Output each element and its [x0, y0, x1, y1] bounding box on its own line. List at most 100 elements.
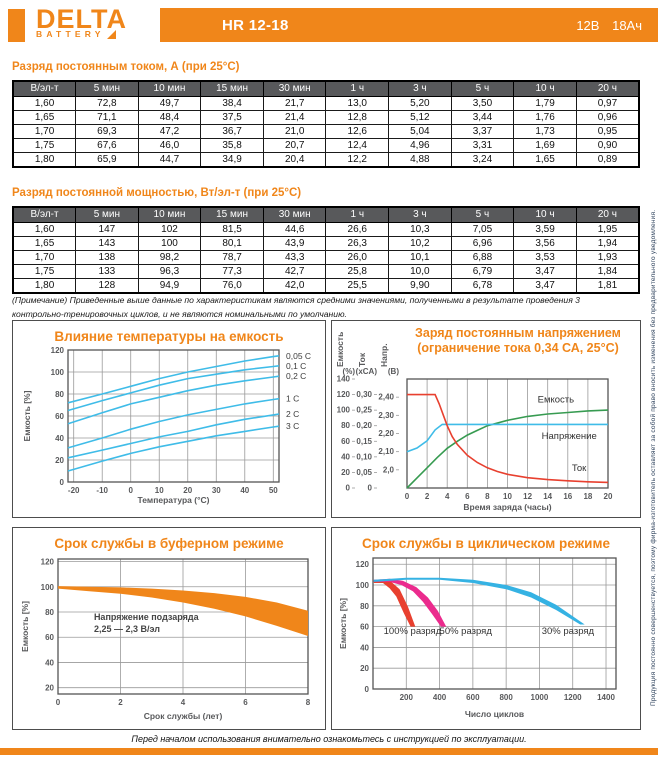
- series-label: Емкость: [538, 394, 575, 405]
- y-tick-label: 2,40: [378, 393, 394, 402]
- table-cell: 3,50: [450, 95, 515, 111]
- x-tick-label: 0: [405, 492, 410, 501]
- table-cell: 26,6: [325, 221, 390, 237]
- table-cell: 80,1: [200, 235, 264, 251]
- axis-title: Напр.: [379, 343, 389, 367]
- table-cell: 1,93: [575, 249, 640, 265]
- table-cell: 94,9: [137, 277, 202, 293]
- series-line: [407, 393, 609, 484]
- y-tick-label: 20: [341, 468, 350, 477]
- y-tick-label: 100: [41, 583, 55, 592]
- x-tick-label: 2: [118, 698, 123, 707]
- table-cell: 43,3: [262, 249, 327, 265]
- table-cell: 12,4: [325, 137, 390, 153]
- x-tick-label: 50: [269, 486, 278, 495]
- brand-name: DELTA: [36, 4, 127, 34]
- y-tick-label: 100: [51, 368, 65, 377]
- y-tick-label: 0,05: [356, 468, 372, 477]
- table-cell: 1,65: [12, 235, 77, 251]
- series-label: Ток: [572, 463, 587, 474]
- side-note-vertical: Продукция постоянно совершенствуется, по…: [650, 209, 657, 706]
- y-tick-label: 0: [365, 685, 370, 694]
- y-tick-label: 80: [360, 602, 369, 611]
- series-label: 0,2 C: [286, 371, 306, 381]
- table-cell: 10,0: [388, 263, 452, 279]
- table-cell: 3,37: [450, 123, 515, 139]
- table-cell: 3,47: [513, 277, 577, 293]
- table-cell: 72,8: [75, 95, 139, 111]
- table-cell: 1,70: [12, 123, 77, 139]
- column-header: 10 ч: [513, 80, 577, 97]
- y-tick-label: 0,25: [356, 406, 372, 415]
- x-tick-label: 40: [240, 486, 249, 495]
- table-row: 1,60 147 102 81,5 44,6 26,6 10,3 7,05 3,59 1,95: [12, 221, 640, 237]
- y-tick-label: 60: [55, 412, 64, 421]
- table-cell: 46,0: [137, 137, 202, 153]
- x-axis-label: Время заряда (часы): [463, 502, 551, 512]
- table-cell: 1,95: [575, 221, 640, 237]
- x-tick-label: 0: [129, 486, 134, 495]
- y-tick-label: 0,20: [356, 421, 372, 430]
- column-header: 10 ч: [513, 206, 577, 223]
- table-cell: 71,1: [75, 109, 139, 125]
- x-tick-label: 1000: [531, 693, 549, 702]
- table-cell: 76,0: [200, 277, 264, 293]
- table-cell: 6,78: [450, 277, 515, 293]
- table-cell: 128: [75, 277, 139, 293]
- x-tick-label: 4: [181, 698, 186, 707]
- x-tick-label: -10: [96, 486, 108, 495]
- table-cell: 6,96: [450, 235, 515, 251]
- model-title: HR 12-18: [222, 16, 289, 34]
- column-header: 5 мин: [75, 206, 139, 223]
- table-cell: 3,56: [513, 235, 577, 251]
- annotation: 30% разряд: [542, 626, 595, 637]
- table-cell: 1,81: [575, 277, 640, 293]
- table-cell: 47,2: [137, 123, 202, 139]
- note-text: (Примечание) Приведенные выше данные по …: [12, 295, 580, 319]
- table-cell: 12,2: [325, 151, 390, 167]
- axis-unit: (В): [388, 367, 399, 376]
- table-cell: 3,31: [450, 137, 515, 153]
- chart-title-line2: (ограничение тока 0,34 СА, 25°C): [417, 341, 619, 355]
- table-cell: 138: [75, 249, 139, 265]
- table-cell: 6,88: [450, 249, 515, 265]
- column-header: 3 ч: [388, 206, 452, 223]
- table-cell: 1,75: [12, 263, 77, 279]
- table-cell: 96,3: [137, 263, 202, 279]
- y-tick-label: 60: [45, 633, 54, 642]
- axis-title: Емкость: [335, 332, 345, 367]
- x-tick-label: 12: [523, 492, 532, 501]
- table-cell: 1,65: [12, 109, 77, 125]
- y-tick-label: 40: [360, 643, 369, 652]
- table-cell: 44,6: [262, 221, 327, 237]
- table-row: 1,75 133 96,3 77,3 42,7 25,8 10,0 6,79 3,47 1,84: [12, 263, 640, 279]
- header-bar: HR 12-18 12В 18Ач: [160, 8, 658, 42]
- table-cell: 78,7: [200, 249, 264, 265]
- table-cell: 1,80: [12, 151, 77, 167]
- table-cell: 38,4: [200, 95, 264, 111]
- logo-accent-bar: [8, 9, 25, 42]
- table-cell: 4,88: [388, 151, 452, 167]
- table-cell: 1,70: [12, 249, 77, 265]
- x-tick-label: 30: [212, 486, 221, 495]
- band-area: [373, 577, 585, 625]
- table-cell: 65,9: [75, 151, 139, 167]
- series-line: [67, 375, 280, 425]
- series-label: 0,1 C: [286, 361, 306, 371]
- table-cell: 6,79: [450, 263, 515, 279]
- x-axis-label: Число циклов: [465, 709, 524, 719]
- x-tick-label: 0: [56, 698, 61, 707]
- y-tick-label: 0,15: [356, 437, 372, 446]
- plot-border: [67, 349, 280, 483]
- column-header: 30 мин: [262, 206, 327, 223]
- logo-triangle-icon: [106, 29, 116, 39]
- table-cell: 1,84: [575, 263, 640, 279]
- band-area: [58, 586, 308, 636]
- table-row: 1,60 72,8 49,7 38,4 21,7 13,0 5,20 3,50 1,79 0,97: [12, 95, 640, 111]
- table-cell: 10,2: [388, 235, 452, 251]
- y-tick-label: 0,30: [356, 390, 372, 399]
- y-tick-label: 0,10: [356, 452, 372, 461]
- y-tick-label: 2,30: [378, 411, 394, 420]
- capacity-badge: 18Ач: [612, 17, 642, 33]
